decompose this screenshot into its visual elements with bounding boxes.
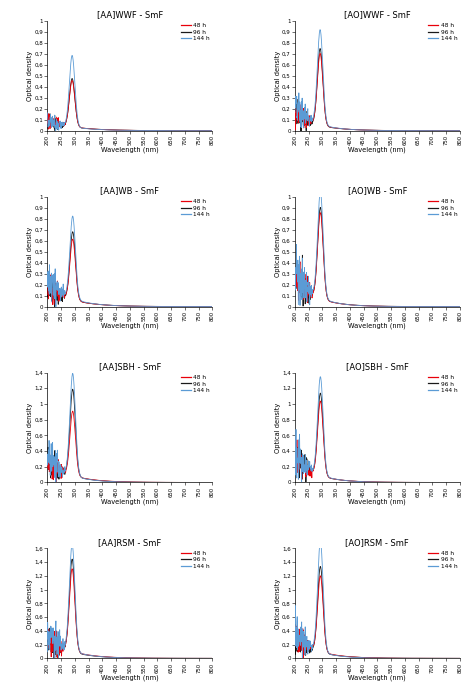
Y-axis label: Optical density: Optical density — [274, 51, 281, 101]
X-axis label: Wavelength (nm): Wavelength (nm) — [348, 674, 406, 681]
Legend: 48 h, 96 h, 144 h: 48 h, 96 h, 144 h — [180, 23, 210, 42]
Legend: 48 h, 96 h, 144 h: 48 h, 96 h, 144 h — [428, 374, 458, 394]
Title: [AO]WB - SmF: [AO]WB - SmF — [347, 186, 407, 195]
Y-axis label: Optical density: Optical density — [27, 227, 33, 277]
Legend: 48 h, 96 h, 144 h: 48 h, 96 h, 144 h — [428, 23, 458, 42]
Title: [AO]SBH - SmF: [AO]SBH - SmF — [346, 362, 409, 371]
Title: [AA]WWF - SmF: [AA]WWF - SmF — [97, 10, 163, 19]
Legend: 48 h, 96 h, 144 h: 48 h, 96 h, 144 h — [180, 550, 210, 570]
Legend: 48 h, 96 h, 144 h: 48 h, 96 h, 144 h — [180, 374, 210, 394]
X-axis label: Wavelength (nm): Wavelength (nm) — [348, 322, 406, 328]
Title: [AA]WB - SmF: [AA]WB - SmF — [100, 186, 159, 195]
X-axis label: Wavelength (nm): Wavelength (nm) — [348, 498, 406, 505]
X-axis label: Wavelength (nm): Wavelength (nm) — [348, 146, 406, 153]
X-axis label: Wavelength (nm): Wavelength (nm) — [101, 498, 159, 505]
X-axis label: Wavelength (nm): Wavelength (nm) — [101, 674, 159, 681]
Y-axis label: Optical density: Optical density — [27, 51, 33, 101]
Title: [AO]WWF - SmF: [AO]WWF - SmF — [344, 10, 410, 19]
Y-axis label: Optical density: Optical density — [274, 403, 281, 453]
Legend: 48 h, 96 h, 144 h: 48 h, 96 h, 144 h — [428, 550, 458, 570]
Y-axis label: Optical density: Optical density — [27, 403, 33, 453]
X-axis label: Wavelength (nm): Wavelength (nm) — [101, 322, 159, 328]
Y-axis label: Optical density: Optical density — [27, 578, 33, 629]
Legend: 48 h, 96 h, 144 h: 48 h, 96 h, 144 h — [180, 198, 210, 218]
X-axis label: Wavelength (nm): Wavelength (nm) — [101, 146, 159, 153]
Title: [AO]RSM - SmF: [AO]RSM - SmF — [346, 538, 409, 547]
Y-axis label: Optical density: Optical density — [274, 227, 281, 277]
Legend: 48 h, 96 h, 144 h: 48 h, 96 h, 144 h — [428, 198, 458, 218]
Title: [AA]SBH - SmF: [AA]SBH - SmF — [99, 362, 161, 371]
Title: [AA]RSM - SmF: [AA]RSM - SmF — [98, 538, 162, 547]
Y-axis label: Optical density: Optical density — [274, 578, 281, 629]
